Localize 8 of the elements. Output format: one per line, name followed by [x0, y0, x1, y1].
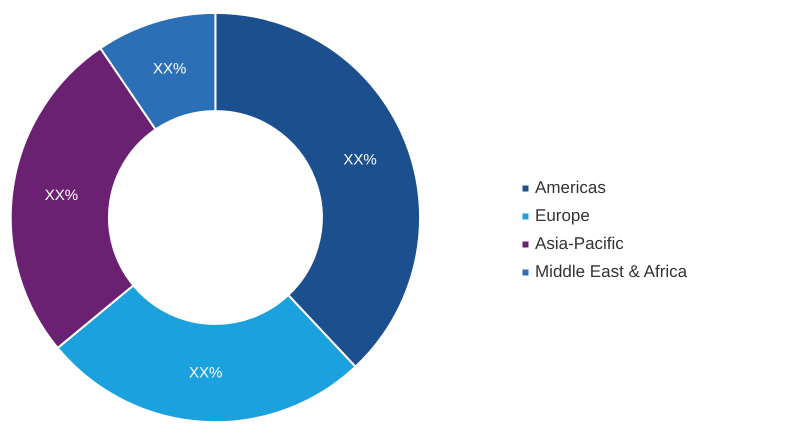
data-label: XX%: [44, 187, 78, 204]
data-label: XX%: [152, 60, 186, 78]
data-label: XX%: [188, 364, 222, 382]
data-label: XX%: [343, 152, 377, 169]
legend-label: Europe: [535, 206, 590, 226]
legend-label: Americas: [535, 178, 606, 198]
legend-label: Middle East & Africa: [535, 262, 688, 282]
legend-label: Asia-Pacific: [535, 234, 624, 254]
